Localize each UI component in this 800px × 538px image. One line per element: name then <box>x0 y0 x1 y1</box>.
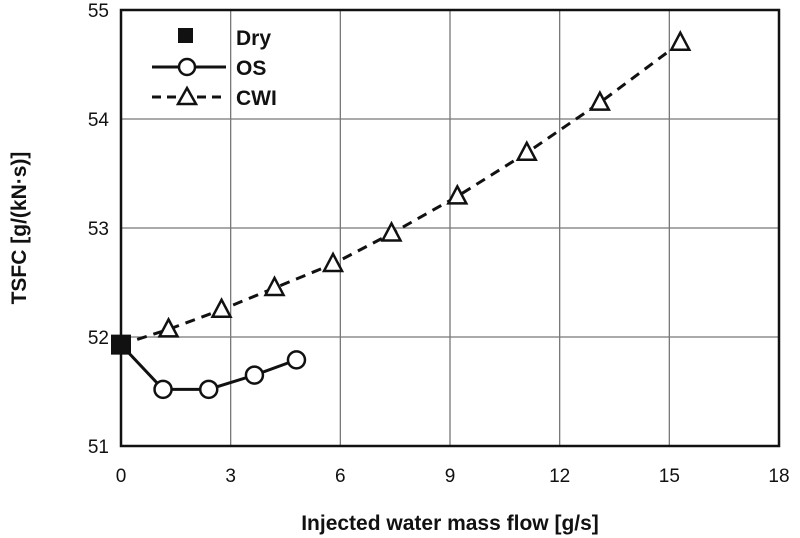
legend-dry-marker <box>178 28 193 43</box>
x-tick-label: 15 <box>659 466 680 487</box>
cwi-point <box>669 30 692 51</box>
cwi-point <box>380 220 403 242</box>
cwi-point <box>446 183 469 205</box>
cwi-point <box>515 140 538 162</box>
legend-cwi-marker <box>175 85 199 106</box>
x-tick-label: 12 <box>549 466 570 487</box>
x-tick-label: 18 <box>768 466 789 487</box>
os-point <box>244 365 265 385</box>
y-tick-label: 52 <box>88 328 109 349</box>
x-tick-label: 0 <box>116 466 127 487</box>
y-tick-label: 53 <box>88 219 109 240</box>
grid <box>120 9 780 447</box>
x-tick-label: 6 <box>335 466 346 487</box>
cwi-point <box>321 251 345 273</box>
x-tick-label: 3 <box>225 466 236 487</box>
y-axis-title: TSFC [g/(kN·s)] <box>8 152 31 305</box>
tick-labels: 0 3 6 9 12 15 18 51 52 53 54 55 <box>88 1 790 487</box>
legend-dry-label: Dry <box>236 27 271 50</box>
os-point <box>198 379 219 400</box>
cwi-point <box>210 297 233 318</box>
y-tick-label: 55 <box>88 1 109 22</box>
os-point <box>153 379 173 400</box>
legend: Dry OS CWI <box>152 27 277 110</box>
cwi-point <box>157 316 180 338</box>
legend-os-label: OS <box>236 57 266 80</box>
series-layer <box>111 30 692 400</box>
x-axis-title: Injected water mass flow [g/s] <box>301 512 599 535</box>
cwi-point <box>588 89 611 111</box>
dry-point <box>111 334 131 355</box>
cwi-point <box>263 275 286 297</box>
legend-cwi-label: CWI <box>236 87 277 110</box>
cwi-line <box>120 41 682 347</box>
os-point <box>286 350 307 370</box>
x-tick-label: 9 <box>445 466 456 487</box>
plot-frame <box>119 8 781 448</box>
y-tick-label: 51 <box>88 437 109 458</box>
y-tick-label: 54 <box>88 110 110 131</box>
legend-os-marker <box>177 57 197 77</box>
